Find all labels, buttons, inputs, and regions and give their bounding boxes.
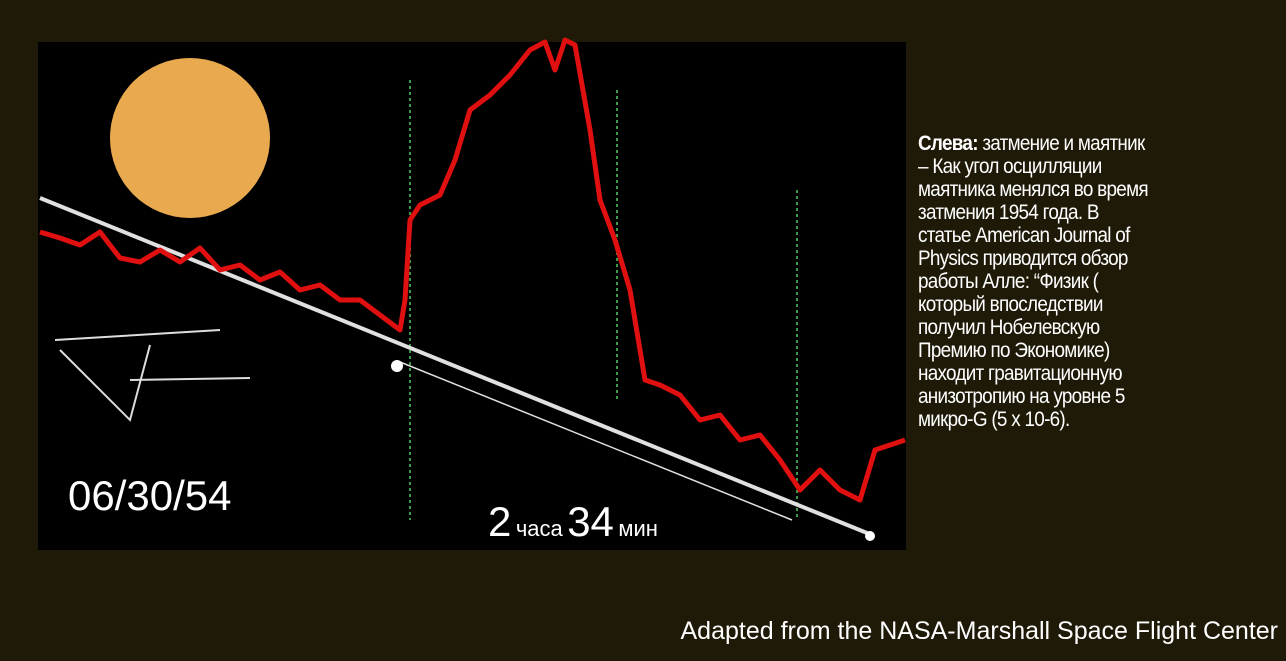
point bbox=[391, 360, 403, 372]
date-label: 06/30/54 bbox=[68, 472, 232, 520]
caption: Слева: затмение и маятник– Как угол осци… bbox=[918, 132, 1242, 431]
caption-line: Слева: затмение и маятник bbox=[918, 132, 1242, 155]
caption-line: анизотропию на уровне 5 bbox=[918, 385, 1242, 408]
caption-line: получил Нобелевскую bbox=[918, 316, 1242, 339]
caption-lead: Слева: bbox=[918, 132, 978, 155]
caption-text: затмение и маятник bbox=[982, 132, 1144, 155]
caption-text: получил Нобелевскую bbox=[918, 316, 1099, 339]
caption-line: маятника менялся во время bbox=[918, 178, 1242, 201]
caption-text: работы Алле: “Физик ( bbox=[918, 270, 1098, 293]
page: 06/30/54 2 часа 34 мин Слева: затмение и… bbox=[0, 0, 1286, 661]
caption-line: затмения 1954 года. В bbox=[918, 201, 1242, 224]
caption-line: который впоследствии bbox=[918, 293, 1242, 316]
hours-unit: часа bbox=[516, 516, 563, 541]
caption-text: анизотропию на уровне 5 bbox=[918, 385, 1125, 408]
caption-line: статье American Journal of bbox=[918, 224, 1242, 247]
caption-text: Physics приводится обзор bbox=[918, 247, 1128, 270]
caption-text: маятника менялся во время bbox=[918, 178, 1148, 201]
caption-text: затмения 1954 года. В bbox=[918, 201, 1099, 224]
point bbox=[865, 531, 875, 541]
sun bbox=[110, 58, 270, 218]
caption-line: Physics приводится обзор bbox=[918, 247, 1242, 270]
caption-text: микро-G (5 x 10-6). bbox=[918, 408, 1070, 431]
hours: 2 bbox=[488, 498, 511, 545]
caption-line: Премию по Экономике) bbox=[918, 339, 1242, 362]
duration-label: 2 часа 34 мин bbox=[488, 498, 658, 546]
caption-text: – Как угол осцилляции bbox=[918, 155, 1102, 178]
credit: Adapted from the NASA-Marshall Space Fli… bbox=[681, 617, 1279, 646]
caption-text: который впоследствии bbox=[918, 293, 1103, 316]
caption-line: – Как угол осцилляции bbox=[918, 155, 1242, 178]
caption-text: Премию по Экономике) bbox=[918, 339, 1110, 362]
caption-line: работы Алле: “Физик ( bbox=[918, 270, 1242, 293]
caption-text: находит гравитационную bbox=[918, 362, 1122, 385]
caption-text: статье American Journal of bbox=[918, 224, 1130, 247]
caption-line: находит гравитационную bbox=[918, 362, 1242, 385]
minutes: 34 bbox=[567, 498, 614, 545]
caption-line: микро-G (5 x 10-6). bbox=[918, 408, 1242, 431]
minutes-unit: мин bbox=[618, 516, 658, 541]
